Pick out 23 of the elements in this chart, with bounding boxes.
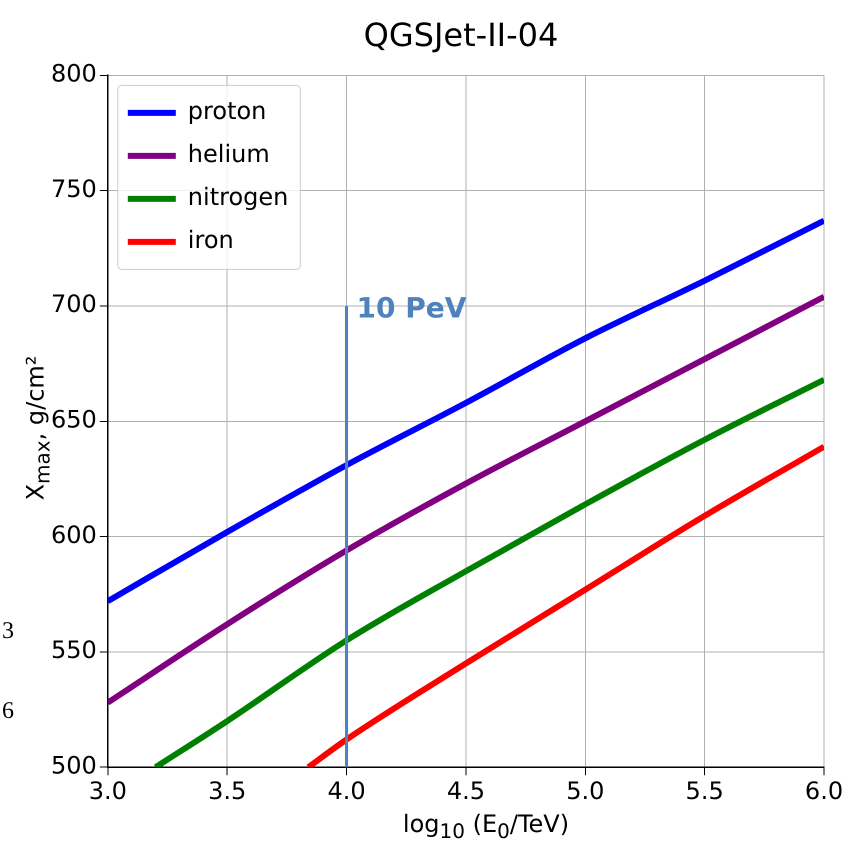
legend-label: proton [188, 97, 266, 126]
y-tick-label: 600 [50, 520, 97, 549]
x-axis-title: log$_{10}$ (E$_{0}$/TeV) [402, 810, 570, 843]
x-tick-label: 6.0 [804, 776, 844, 805]
text: 3 [2, 618, 14, 645]
ref-line-label: 10 PeV [356, 291, 467, 324]
text: 6 [2, 698, 14, 725]
x-tick-label: 3.5 [208, 776, 246, 805]
y-tick-label: 750 [50, 174, 97, 203]
x-tick-label: 5.5 [686, 776, 724, 805]
chart-title: QGSJet-II-04 [362, 16, 560, 54]
legend-label: nitrogen [188, 183, 288, 212]
y-tick-label: 650 [50, 406, 97, 434]
y-tick-label: 800 [50, 60, 97, 88]
legend-label: iron [188, 226, 234, 254]
x-tick-label: 4.5 [446, 776, 485, 805]
x-tick-label: 4.0 [327, 776, 366, 805]
x-tick-label: 5.0 [566, 776, 604, 805]
y-tick-label: 500 [50, 751, 97, 780]
y-tick-label: 700 [50, 290, 97, 318]
x-tick-label: 3.0 [88, 776, 127, 805]
legend-label: helium [188, 140, 270, 168]
y-tick-label: 550 [50, 636, 97, 664]
